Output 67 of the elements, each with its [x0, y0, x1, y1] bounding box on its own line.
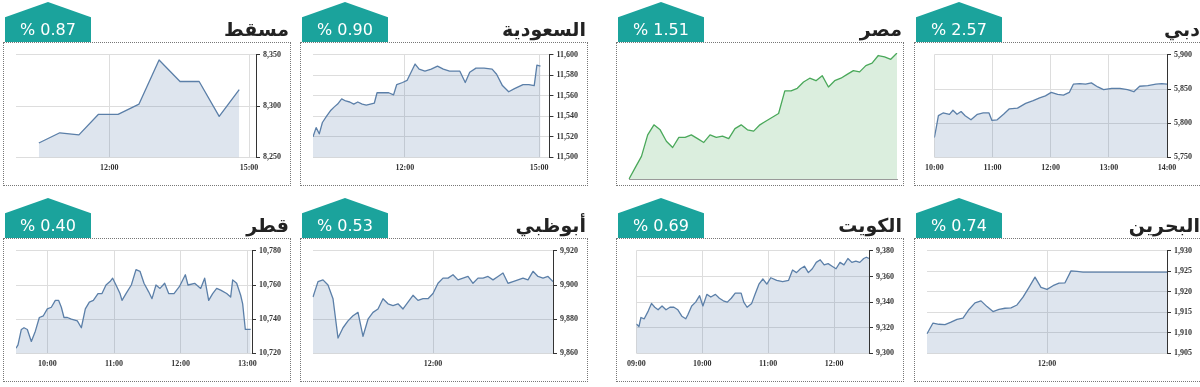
y-tick-label: 9,860 — [560, 348, 578, 358]
x-tick-label: 12:00 — [1041, 163, 1060, 173]
y-tick-label: 1,915 — [1174, 307, 1192, 317]
chart-title: مسقط — [223, 18, 289, 40]
chart-title: دبي — [1163, 18, 1200, 40]
x-tick-label: 10:00 — [38, 359, 57, 369]
x-tick-label: 13:00 — [238, 359, 257, 369]
x-tick-label: 10:00 — [925, 163, 944, 173]
chart-subtitle: % 2.57 — [916, 2, 1002, 42]
x-tick-label: 12:00 — [423, 359, 443, 369]
x-tick-label: 12:00 — [824, 359, 844, 369]
x-tick-label: 12:00 — [1037, 359, 1057, 369]
chart-title: مصر — [859, 18, 902, 40]
y-tick-label: 9,320 — [876, 322, 894, 332]
y-tick-label: 10,720 — [259, 348, 281, 358]
y-tick-label: 1,905 — [1174, 348, 1192, 358]
x-tick-label: 15:00 — [239, 163, 259, 173]
x-tick-label: 10:00 — [692, 359, 712, 369]
y-tick-label: 10,740 — [259, 314, 281, 324]
chart-subtitle: % 0.40 — [5, 198, 91, 238]
y-tick-label: 10,780 — [259, 245, 281, 255]
y-tick-label: 9,300 — [876, 348, 894, 358]
y-tick-label: 8,350 — [263, 49, 281, 59]
chart-subtitle: % 1.51 — [618, 2, 704, 42]
y-tick-label: 11,540 — [556, 111, 578, 121]
y-tick-label: 1,930 — [1174, 245, 1192, 255]
y-tick-label: 9,900 — [560, 280, 578, 290]
y-tick-label: 9,340 — [876, 297, 894, 307]
y-tick-label: 5,850 — [1174, 84, 1192, 94]
x-tick-label: 11:00 — [983, 163, 1002, 173]
y-tick-label: 1,925 — [1174, 266, 1192, 276]
x-tick-label: 15:00 — [529, 163, 549, 173]
chart-title: قطر — [246, 214, 289, 236]
chart-subtitle: % 0.90 — [302, 2, 388, 42]
y-tick-label: 10,760 — [259, 280, 281, 290]
y-tick-label: 8,250 — [263, 152, 281, 162]
x-tick-label: 11:00 — [104, 359, 124, 369]
y-tick-label: 1,920 — [1174, 286, 1192, 296]
y-tick-label: 9,380 — [876, 245, 894, 255]
y-tick-label: 5,750 — [1174, 152, 1192, 162]
chart-title: البحرين — [1128, 214, 1200, 236]
x-tick-label: 12:00 — [171, 359, 190, 369]
chart-title: الكويت — [838, 214, 902, 236]
x-tick-label: 14:00 — [1157, 163, 1177, 173]
y-tick-label: 1,910 — [1174, 327, 1192, 337]
y-tick-label: 11,500 — [556, 152, 578, 162]
x-tick-label: 11:00 — [759, 359, 778, 369]
y-tick-label: 5,900 — [1174, 49, 1192, 59]
chart-title: أبوظبي — [515, 214, 586, 236]
y-tick-label: 9,920 — [560, 245, 578, 255]
x-tick-label: 12:00 — [99, 163, 119, 173]
y-tick-label: 5,800 — [1174, 118, 1192, 128]
chart-subtitle: % 0.74 — [916, 198, 1002, 238]
y-tick-label: 11,520 — [556, 131, 578, 141]
chart-subtitle: % 0.87 — [5, 2, 91, 42]
y-tick-label: 9,880 — [560, 314, 578, 324]
y-tick-label: 11,560 — [556, 90, 578, 100]
x-tick-label: 12:00 — [395, 163, 415, 173]
x-tick-label: 09:00 — [627, 359, 646, 369]
y-tick-label: 9,360 — [876, 271, 894, 281]
chart-subtitle: % 0.69 — [618, 198, 704, 238]
y-tick-label: 11,600 — [556, 49, 578, 59]
y-tick-label: 11,580 — [556, 70, 578, 80]
y-tick-label: 8,300 — [263, 101, 281, 111]
x-tick-label: 13:00 — [1099, 163, 1119, 173]
chart-title: السعودية — [501, 18, 586, 40]
chart-subtitle: % 0.53 — [302, 198, 388, 238]
